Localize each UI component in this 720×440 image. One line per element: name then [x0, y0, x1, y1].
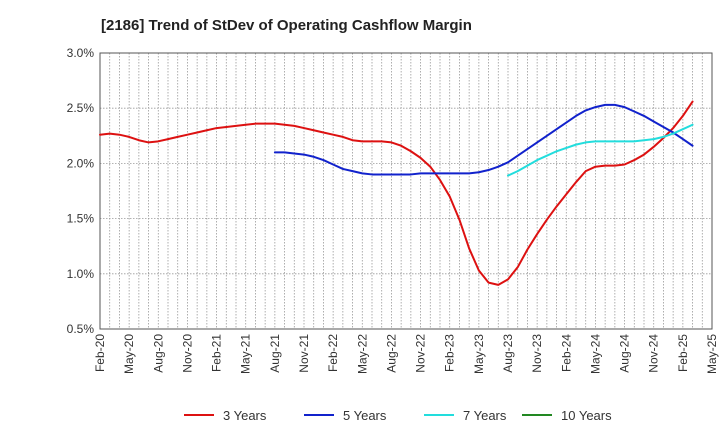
x-tick-label: Nov-22	[414, 334, 428, 373]
series-lines	[99, 100, 694, 286]
y-axis-tick-labels: 0.5% 1.0% 1.5% 2.0% 2.5% 3.0%	[67, 46, 95, 336]
x-axis-tick-labels: Feb-20 May-20 Aug-20 Nov-20 Feb-21 May-21 Aug-…	[93, 334, 719, 374]
y-tick-label: 1.0%	[67, 267, 95, 281]
chart-title: [2186] Trend of StDev of Operating Cashf…	[101, 17, 472, 34]
x-tick-label: Nov-24	[647, 334, 661, 373]
y-tick-label: 3.0%	[67, 46, 95, 60]
legend: 3 Years 5 Years 7 Years 10 Years	[184, 408, 612, 423]
x-tick-label: May-20	[122, 334, 136, 374]
x-tick-label: Nov-21	[297, 334, 311, 373]
y-tick-label: 0.5%	[67, 322, 95, 336]
x-tick-label: Feb-22	[326, 334, 340, 372]
x-tick-label: Nov-20	[180, 334, 194, 373]
x-tick-label: Feb-24	[559, 334, 573, 372]
x-tick-label: May-21	[239, 334, 253, 374]
x-tick-label: Aug-21	[268, 334, 282, 373]
x-tick-label: Aug-22	[384, 334, 398, 373]
x-tick-label: Feb-20	[93, 334, 107, 372]
x-tick-label: Aug-20	[151, 334, 165, 373]
series-line-7-years	[507, 123, 694, 177]
plot-area	[99, 52, 713, 330]
x-tick-label: May-24	[588, 334, 602, 374]
legend-label-10-years: 10 Years	[561, 408, 612, 423]
series-line-5-years	[273, 103, 694, 176]
y-tick-label: 2.0%	[67, 156, 95, 170]
x-tick-label: Feb-23	[443, 334, 457, 372]
x-tick-label: Nov-23	[530, 334, 544, 373]
y-tick-label: 2.5%	[67, 101, 95, 115]
x-tick-label: Aug-24	[618, 334, 632, 373]
x-tick-label: May-22	[355, 334, 369, 374]
x-tick-label: May-23	[472, 334, 486, 374]
x-tick-label: May-25	[705, 334, 719, 374]
x-tick-label: Feb-25	[676, 334, 690, 372]
x-tick-label: Aug-23	[501, 334, 515, 373]
series-line-3-years	[99, 100, 694, 286]
x-tick-label: Feb-21	[210, 334, 224, 372]
legend-label-7-years: 7 Years	[463, 408, 507, 423]
y-tick-label: 1.5%	[67, 212, 95, 226]
grid	[100, 52, 712, 330]
legend-label-3-years: 3 Years	[223, 408, 267, 423]
legend-label-5-years: 5 Years	[343, 408, 387, 423]
